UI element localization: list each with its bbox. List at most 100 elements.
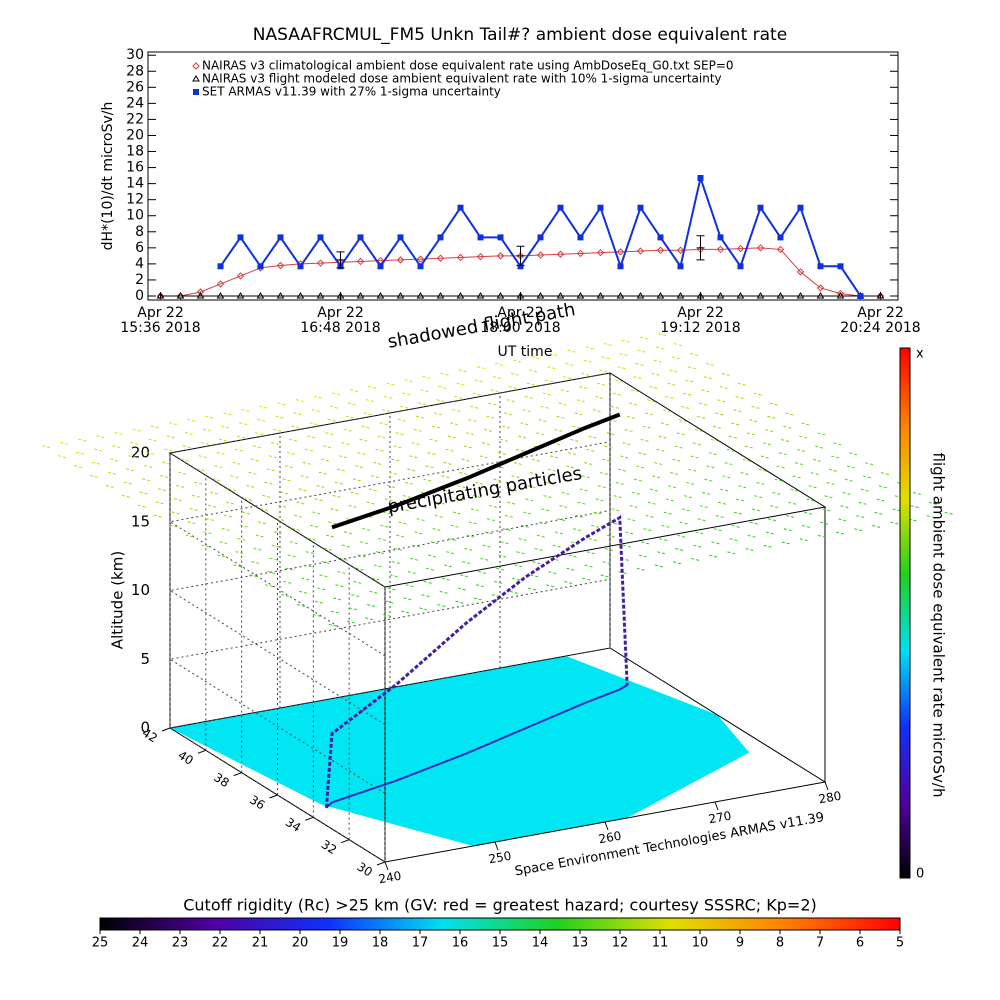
particle-dash (699, 505, 709, 509)
particle-dash (611, 508, 620, 512)
lat-tick-label: 42 (140, 726, 160, 746)
legend-label: NAIRAS v3 climatological ambient dose eq… (202, 59, 734, 73)
particle-dash (601, 356, 610, 360)
particle-dash (709, 554, 718, 558)
particle-dash (275, 518, 285, 522)
particle-dash (717, 399, 726, 403)
particle-dash (573, 528, 582, 532)
particle-dash (457, 587, 466, 591)
particle-dash (275, 415, 284, 419)
particle-dash (329, 405, 338, 409)
particle-dash (546, 584, 555, 588)
particle-dash (217, 554, 226, 558)
particle-dash (731, 524, 740, 528)
lat-tick-label: 34 (283, 815, 303, 835)
particle-dash (235, 551, 244, 555)
data-point (496, 292, 505, 299)
particle-dash (693, 544, 702, 548)
y-tick-label: 26 (126, 79, 144, 95)
particle-dash (588, 435, 597, 439)
particle-dash (214, 465, 223, 469)
data-point (717, 234, 724, 241)
data-point (396, 256, 405, 264)
particle-dash (377, 435, 386, 439)
particle-dash (434, 412, 443, 416)
particle-dash (364, 617, 374, 621)
particle-dash (604, 547, 614, 551)
particle-dash (518, 538, 527, 541)
particle-dash (498, 554, 507, 558)
particle-dash (536, 534, 546, 538)
data-point (776, 245, 785, 254)
particle-dash (836, 531, 845, 535)
particle-dash (631, 389, 640, 393)
particle-dash (387, 587, 396, 591)
colorbar-tick-label: 16 (452, 936, 469, 951)
y-tick-label: 28 (126, 63, 144, 79)
particle-dash (319, 574, 328, 578)
particle-dash (591, 524, 600, 528)
data-point (216, 280, 225, 288)
particle-dash (454, 395, 463, 399)
particle-dash (415, 415, 425, 419)
data-point (336, 292, 345, 299)
particle-dash (719, 386, 728, 390)
particle-dash (874, 511, 883, 515)
particle-dash (264, 481, 273, 485)
particle-dash (468, 419, 477, 422)
particle-dash (239, 422, 248, 426)
particle-dash (484, 531, 493, 535)
data-point (796, 268, 805, 276)
particle-dash (767, 518, 777, 522)
particle-dash (615, 379, 624, 383)
particle-dash (742, 458, 751, 462)
z-tick-label: 5 (140, 650, 150, 668)
data-point (192, 62, 200, 70)
x-tick-label: 18:00 2018 (480, 320, 560, 336)
particle-dash (561, 491, 570, 495)
particle-dash (545, 481, 554, 485)
particle-dash (770, 505, 779, 509)
particle-dash (667, 485, 677, 489)
error-bar (336, 251, 345, 269)
particle-dash (289, 541, 298, 545)
particle-dash (333, 597, 342, 601)
particle-dash (232, 461, 241, 465)
particle-dash (168, 422, 178, 426)
particle-dash (248, 471, 257, 475)
particle-dash (237, 537, 246, 541)
particle-dash (622, 442, 631, 446)
data-point (296, 292, 305, 299)
particle-dash (407, 571, 417, 574)
y-tick-label: 10 (126, 208, 144, 224)
particle-dash (280, 491, 289, 495)
particle-dash (269, 557, 278, 561)
particle-dash (638, 554, 648, 558)
colorbar-tick-label: 12 (612, 936, 629, 951)
particle-dash (856, 515, 865, 519)
colorbar-tick-label: 23 (172, 936, 189, 951)
data-point (876, 292, 885, 299)
particle-dash (241, 408, 250, 412)
particle-dash (658, 333, 667, 337)
colorbar-tick-label: 7 (816, 936, 824, 951)
lat-tick-label: 40 (175, 748, 195, 768)
data-point (156, 292, 165, 300)
particle-dash (912, 491, 922, 495)
particle-dash (210, 491, 219, 495)
y-tick-label: 30 (126, 47, 144, 63)
particle-dash (325, 432, 334, 436)
particle-dash (705, 362, 715, 366)
particle-dash (758, 468, 767, 472)
particle-dash (171, 511, 180, 515)
particle-dash (350, 389, 359, 393)
data-point (836, 289, 845, 298)
particle-dash (266, 468, 275, 472)
lon-tick-label: 260 (597, 829, 622, 847)
data-point (576, 249, 585, 258)
particle-dash (352, 478, 362, 482)
particle-dash (456, 382, 465, 386)
particle-dash (114, 432, 123, 435)
particle-dash (112, 445, 121, 449)
